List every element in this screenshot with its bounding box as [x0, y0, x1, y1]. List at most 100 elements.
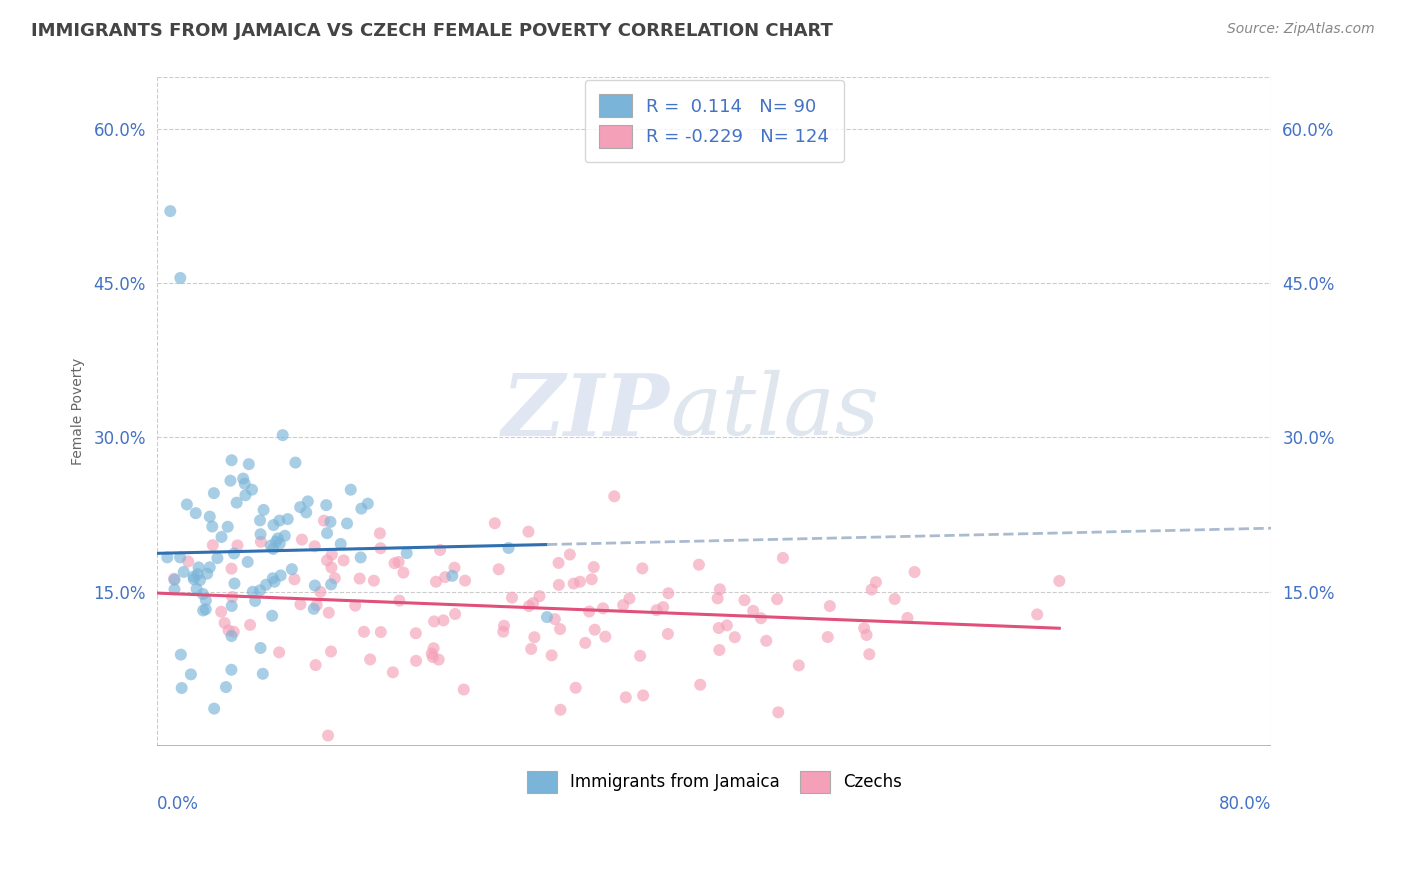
Point: [423, 615, 446, 629]
Point: [498, 541, 520, 555]
Point: [581, 572, 603, 586]
Point: [405, 626, 427, 640]
Point: [277, 512, 299, 526]
Point: [443, 560, 465, 574]
Point: [281, 562, 304, 576]
Point: [453, 682, 475, 697]
Point: [329, 537, 352, 551]
Point: [270, 568, 292, 582]
Point: [284, 456, 307, 470]
Point: [187, 560, 209, 574]
Point: [441, 569, 464, 583]
Point: [422, 641, 444, 656]
Point: [170, 648, 193, 662]
Point: [269, 514, 291, 528]
Point: [350, 501, 373, 516]
Point: [319, 644, 342, 658]
Point: [323, 571, 346, 585]
Point: [529, 589, 551, 603]
Point: [191, 587, 214, 601]
Point: [318, 606, 340, 620]
Point: [163, 572, 186, 586]
Point: [405, 654, 427, 668]
Point: [645, 603, 668, 617]
Point: [240, 483, 263, 497]
Point: [183, 569, 205, 583]
Text: Source: ZipAtlas.com: Source: ZipAtlas.com: [1227, 22, 1375, 37]
Point: [243, 594, 266, 608]
Point: [484, 516, 506, 531]
Point: [536, 610, 558, 624]
Point: [222, 547, 245, 561]
Point: [309, 585, 332, 599]
Point: [574, 636, 596, 650]
Point: [260, 539, 283, 553]
Point: [614, 690, 637, 705]
Point: [858, 647, 880, 661]
Point: [184, 506, 207, 520]
Point: [267, 532, 290, 546]
Point: [218, 624, 240, 638]
Point: [548, 622, 571, 636]
Point: [344, 599, 367, 613]
Point: [180, 667, 202, 681]
Point: [188, 573, 211, 587]
Point: [186, 582, 208, 596]
Point: [444, 607, 467, 621]
Point: [766, 592, 789, 607]
Point: [304, 658, 326, 673]
Point: [454, 574, 477, 588]
Legend: Immigrants from Jamaica, Czechs: Immigrants from Jamaica, Czechs: [519, 763, 910, 801]
Point: [501, 591, 523, 605]
Point: [688, 558, 710, 572]
Point: [488, 562, 510, 576]
Point: [226, 538, 249, 552]
Point: [1026, 607, 1049, 622]
Point: [176, 498, 198, 512]
Point: [734, 593, 756, 607]
Point: [288, 500, 311, 514]
Point: [429, 543, 451, 558]
Point: [211, 530, 233, 544]
Point: [232, 472, 254, 486]
Point: [492, 624, 515, 639]
Point: [291, 533, 314, 547]
Point: [304, 578, 326, 592]
Point: [159, 204, 181, 219]
Point: [249, 640, 271, 655]
Point: [582, 560, 605, 574]
Point: [388, 555, 411, 569]
Point: [321, 548, 343, 562]
Point: [239, 618, 262, 632]
Point: [883, 592, 905, 607]
Point: [225, 496, 247, 510]
Point: [274, 529, 297, 543]
Point: [214, 615, 236, 630]
Point: [254, 578, 277, 592]
Point: [339, 483, 361, 497]
Point: [706, 591, 728, 606]
Point: [221, 629, 243, 643]
Point: [332, 553, 354, 567]
Point: [183, 572, 205, 586]
Point: [768, 706, 790, 720]
Point: [305, 598, 328, 612]
Point: [319, 577, 342, 591]
Point: [395, 546, 418, 560]
Point: [427, 652, 450, 666]
Point: [233, 476, 256, 491]
Point: [896, 611, 918, 625]
Point: [221, 561, 243, 575]
Point: [269, 536, 291, 550]
Point: [657, 627, 679, 641]
Point: [595, 630, 617, 644]
Point: [269, 645, 291, 659]
Point: [724, 630, 747, 644]
Text: 80.0%: 80.0%: [1219, 795, 1271, 814]
Point: [392, 566, 415, 580]
Point: [202, 486, 225, 500]
Point: [432, 613, 454, 627]
Point: [425, 574, 447, 589]
Point: [855, 628, 877, 642]
Point: [173, 565, 195, 579]
